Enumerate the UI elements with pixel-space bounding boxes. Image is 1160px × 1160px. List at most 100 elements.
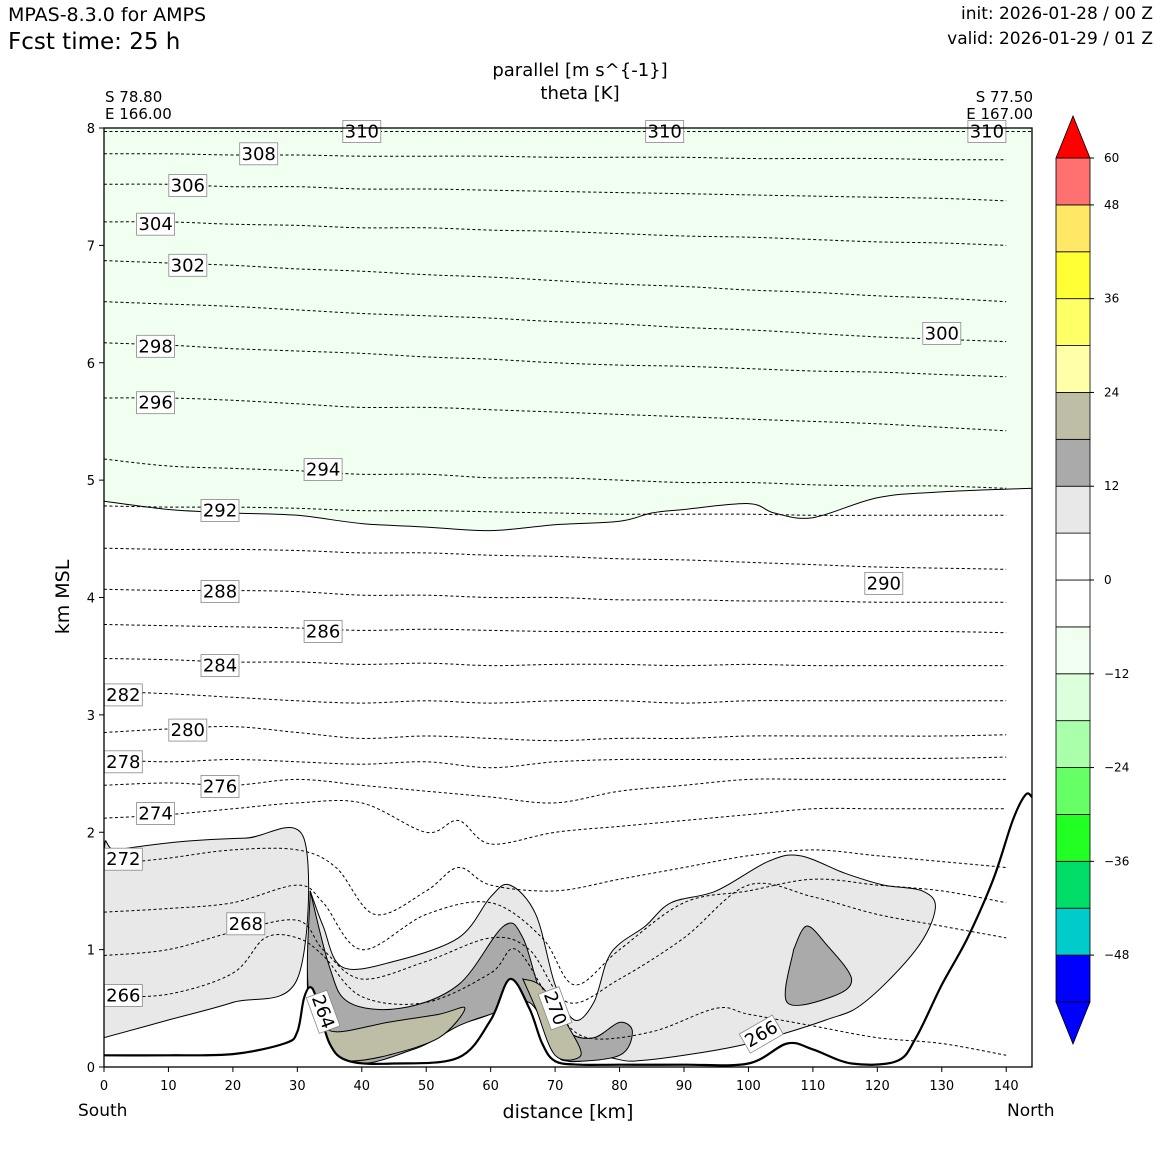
- theta-contour-308: [104, 153, 1007, 161]
- contour-label-text: 278: [106, 752, 140, 773]
- theta-contour-280: [104, 725, 1007, 742]
- contour-label-text: 268: [229, 914, 263, 935]
- contour-label-23: 266: [103, 984, 143, 1007]
- colorbar-tick-label: −48: [1104, 948, 1129, 962]
- south-direction-label: South: [78, 1101, 128, 1121]
- y-tick-label: 5: [87, 474, 95, 489]
- theta-contour-304: [104, 221, 1007, 246]
- contour-label-box: [136, 334, 176, 358]
- theta-contour-278: [104, 756, 1007, 769]
- y-axis-label: km MSL: [52, 559, 74, 634]
- theta-contour-282: [104, 690, 1007, 704]
- colorbar-bin-2: [1055, 860, 1091, 909]
- contour-label-text: 310: [648, 122, 682, 143]
- forecast-time: Fcst time: 25 h: [8, 29, 181, 55]
- contour-label-4: 306: [168, 174, 208, 197]
- contour-label-text: 294: [306, 460, 340, 481]
- contour-label-text: 286: [306, 622, 340, 643]
- contour-label-text: 296: [138, 393, 172, 414]
- terrain-fill: [104, 793, 1032, 1067]
- y-tick-label: 6: [87, 357, 95, 372]
- colorbar-tick-label: 60: [1104, 151, 1119, 165]
- theta-contour-268: [104, 882, 1007, 1004]
- x-tick-label: 30: [289, 1079, 306, 1094]
- contour-label-box: [168, 253, 208, 277]
- x-tick-label: 70: [547, 1079, 564, 1094]
- theta-contour-294: [104, 458, 1007, 489]
- left-endpoint-lat: S 78.80: [105, 88, 163, 106]
- contour-label-1: 310: [645, 120, 685, 143]
- wind-fill-layer: [104, 128, 1032, 1064]
- contour-label-box: [922, 321, 962, 345]
- contour-label-box: [200, 499, 240, 523]
- contour-label-text: 290: [867, 573, 901, 594]
- contour-label-0: 310: [342, 120, 382, 143]
- contour-label-19: 276: [200, 775, 240, 798]
- theta-contour-300: [104, 301, 1007, 343]
- x-tick-label: 100: [736, 1079, 761, 1094]
- contour-label-text: 292: [203, 501, 237, 522]
- theta-contour-layer: [104, 130, 1032, 1056]
- contour-label-box: [168, 718, 208, 742]
- y-tick-label: 8: [87, 122, 95, 137]
- y-tick-label: 4: [87, 592, 95, 607]
- contour-label-box: [645, 120, 685, 143]
- contour-label-box: [239, 142, 279, 166]
- theta-contour-276: [104, 778, 1007, 804]
- y-tick-label: 3: [87, 709, 95, 724]
- contour-label-12: 290: [864, 572, 904, 595]
- contour-label-20: 274: [136, 802, 176, 825]
- contour-label-box: [305, 989, 341, 1034]
- x-tick-label: 60: [482, 1079, 499, 1094]
- theta-contour-292: [104, 505, 1007, 516]
- colorbar-bin-0: [1055, 954, 1091, 1003]
- left-endpoint-lon: E 166.00: [105, 105, 172, 123]
- x-tick-label: 50: [418, 1079, 435, 1094]
- contour-label-box: [864, 572, 904, 595]
- contour-label-box: [537, 986, 573, 1031]
- theta-contour-286: [104, 624, 1007, 634]
- theta-contour-266: [104, 934, 1007, 1056]
- contour-label-text: 274: [138, 804, 172, 825]
- contour-label-box: [303, 458, 343, 482]
- contour-label-8: 298: [136, 334, 176, 358]
- contour-label-box: [967, 120, 1007, 143]
- colorbar-tick-label: 48: [1104, 198, 1119, 212]
- contour-label-16: 282: [103, 683, 143, 707]
- x-tick-label: 110: [800, 1079, 825, 1094]
- contour-label-5: 304: [136, 212, 176, 236]
- contour-label-14: 286: [303, 620, 343, 643]
- contour-label-box: [200, 580, 240, 603]
- contour-label-text: 304: [138, 214, 172, 235]
- terrain-layer: [104, 792, 1032, 1067]
- contour-label-7: 300: [922, 321, 962, 345]
- contour-label-17: 280: [168, 718, 208, 742]
- init-time: init: 2026-01-28 / 00 Z: [960, 4, 1153, 24]
- y-tick-label: 1: [87, 944, 95, 959]
- theta-contour-306: [104, 183, 1007, 202]
- contour-label-text: 308: [242, 144, 276, 165]
- contour-label-22: 268: [226, 912, 266, 936]
- colorbar-bin-7: [1055, 626, 1091, 675]
- x-tick-label: 130: [929, 1079, 954, 1094]
- contour-label-6: 302: [168, 253, 208, 277]
- colorbar-bin-14: [1055, 298, 1091, 346]
- contour-label-text: 310: [345, 122, 379, 143]
- wind-polygon-0: [104, 827, 310, 1039]
- theta-contour-296: [104, 397, 1007, 432]
- axes-layer: 0 10 20 30 40 50 60 70 80 90 100 110 120 130 140 0 1 2 3 4 5…: [87, 122, 1019, 1094]
- colorbar-bin-11: [1055, 438, 1091, 487]
- contour-label-11: 292: [200, 499, 240, 523]
- contour-label-box: [342, 120, 382, 143]
- colorbar-bin-13: [1055, 345, 1091, 393]
- contour-label-3: 308: [239, 142, 279, 166]
- theta-contour-274: [104, 800, 1007, 845]
- chart-title-theta: theta [K]: [540, 83, 620, 104]
- colorbar-bin-12: [1055, 392, 1091, 440]
- contour-label-box: [226, 912, 266, 936]
- x-tick-label: 20: [225, 1079, 242, 1094]
- contour-label-text: 302: [171, 255, 205, 276]
- x-tick-label: 90: [676, 1079, 693, 1094]
- y-tick-label: 0: [87, 1061, 95, 1076]
